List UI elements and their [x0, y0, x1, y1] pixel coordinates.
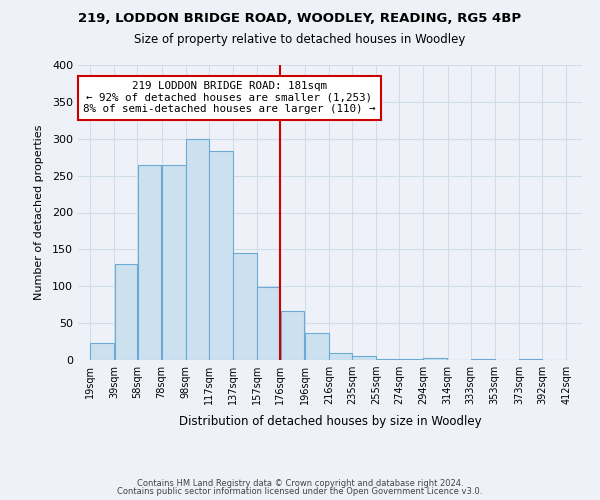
Text: Contains HM Land Registry data © Crown copyright and database right 2024.: Contains HM Land Registry data © Crown c… [137, 478, 463, 488]
Bar [329, 354, 352, 360]
Text: Contains public sector information licensed under the Open Government Licence v3: Contains public sector information licen… [118, 487, 482, 496]
Bar [209, 152, 233, 360]
Bar [352, 356, 376, 360]
Y-axis label: Number of detached properties: Number of detached properties [34, 125, 44, 300]
Bar [257, 287, 280, 360]
Text: 219, LODDON BRIDGE ROAD, WOODLEY, READING, RG5 4BP: 219, LODDON BRIDGE ROAD, WOODLEY, READIN… [79, 12, 521, 26]
X-axis label: Distribution of detached houses by size in Woodley: Distribution of detached houses by size … [179, 416, 481, 428]
Bar [162, 164, 185, 360]
Text: Size of property relative to detached houses in Woodley: Size of property relative to detached ho… [134, 32, 466, 46]
Bar [137, 164, 161, 360]
Bar [424, 358, 448, 360]
Bar [115, 264, 137, 360]
Bar [233, 253, 257, 360]
Bar [186, 140, 209, 360]
Bar [376, 358, 399, 360]
Bar [305, 332, 329, 360]
Bar [519, 358, 542, 360]
Bar [281, 310, 304, 360]
Bar [399, 358, 423, 360]
Bar [90, 343, 114, 360]
Text: 219 LODDON BRIDGE ROAD: 181sqm
← 92% of detached houses are smaller (1,253)
8% o: 219 LODDON BRIDGE ROAD: 181sqm ← 92% of … [83, 81, 376, 114]
Bar [471, 358, 494, 360]
